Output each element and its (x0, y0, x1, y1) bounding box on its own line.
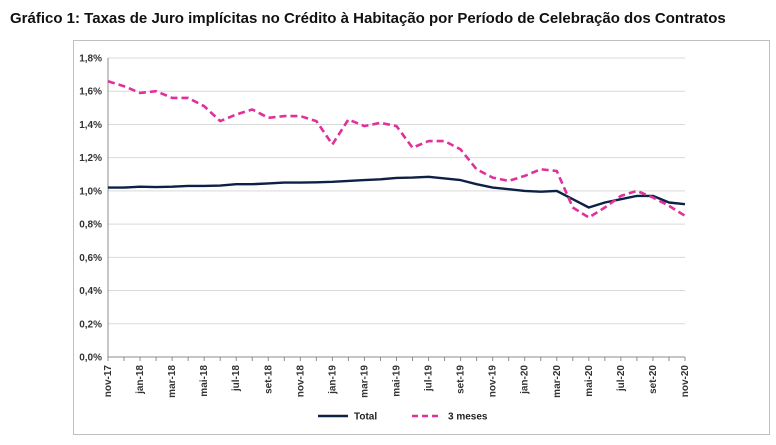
y-tick-label: 1,4% (79, 120, 102, 131)
x-tick-label: set-18 (263, 365, 274, 394)
series-line-3-meses (107, 80, 686, 219)
series-line-total (108, 175, 686, 209)
x-tick-label: jul-20 (616, 365, 627, 393)
x-tick-label: mar-18 (167, 365, 178, 398)
y-tick-label: 0,6% (79, 253, 102, 264)
x-tick-label: set-19 (456, 365, 467, 394)
y-tick-label: 1,8% (79, 54, 102, 65)
x-tick-label: jan-18 (135, 365, 146, 395)
x-tick-label: mai-20 (584, 365, 595, 397)
x-tick-label: jan-20 (520, 365, 531, 395)
x-tick-label: jul-18 (231, 365, 242, 393)
y-tick-label: 1,0% (79, 186, 102, 197)
x-tick-label: nov-17 (103, 365, 114, 398)
y-tick-label: 1,6% (79, 87, 102, 98)
x-tick-label: jan-19 (327, 365, 338, 395)
y-tick-label: 0,2% (79, 319, 102, 330)
x-tick-label: mar-20 (552, 365, 563, 398)
x-tick-label: mai-18 (199, 365, 210, 397)
y-tick-label: 0,4% (79, 286, 102, 297)
chart-title: Gráfico 1: Taxas de Juro implícitas no C… (10, 10, 726, 27)
x-tick-label: mar-19 (359, 365, 370, 398)
legend-label: Total (354, 412, 377, 423)
y-tick-label: 0,8% (79, 220, 102, 231)
x-tick-label: nov-18 (295, 365, 306, 398)
y-tick-label: 1,2% (79, 153, 102, 164)
x-tick-label: set-20 (648, 365, 659, 394)
legend-label: 3 meses (448, 412, 488, 423)
chart-area: 0,0% 0,2% 0,4% 0,6% 0,8% 1,0% 1,2% 1,4% 1,6% 1,8%… (73, 40, 770, 435)
line-chart: 0,0% 0,2% 0,4% 0,6% 0,8% 1,0% 1,2% 1,4% 1,6% 1,8%… (79, 54, 691, 423)
x-tick-label: nov-20 (680, 365, 691, 398)
x-tick-label: nov-19 (488, 365, 499, 398)
x-tick-label: jul-19 (424, 365, 435, 393)
x-tick-label: mai-19 (392, 365, 403, 397)
y-tick-label: 0,0% (79, 353, 102, 364)
